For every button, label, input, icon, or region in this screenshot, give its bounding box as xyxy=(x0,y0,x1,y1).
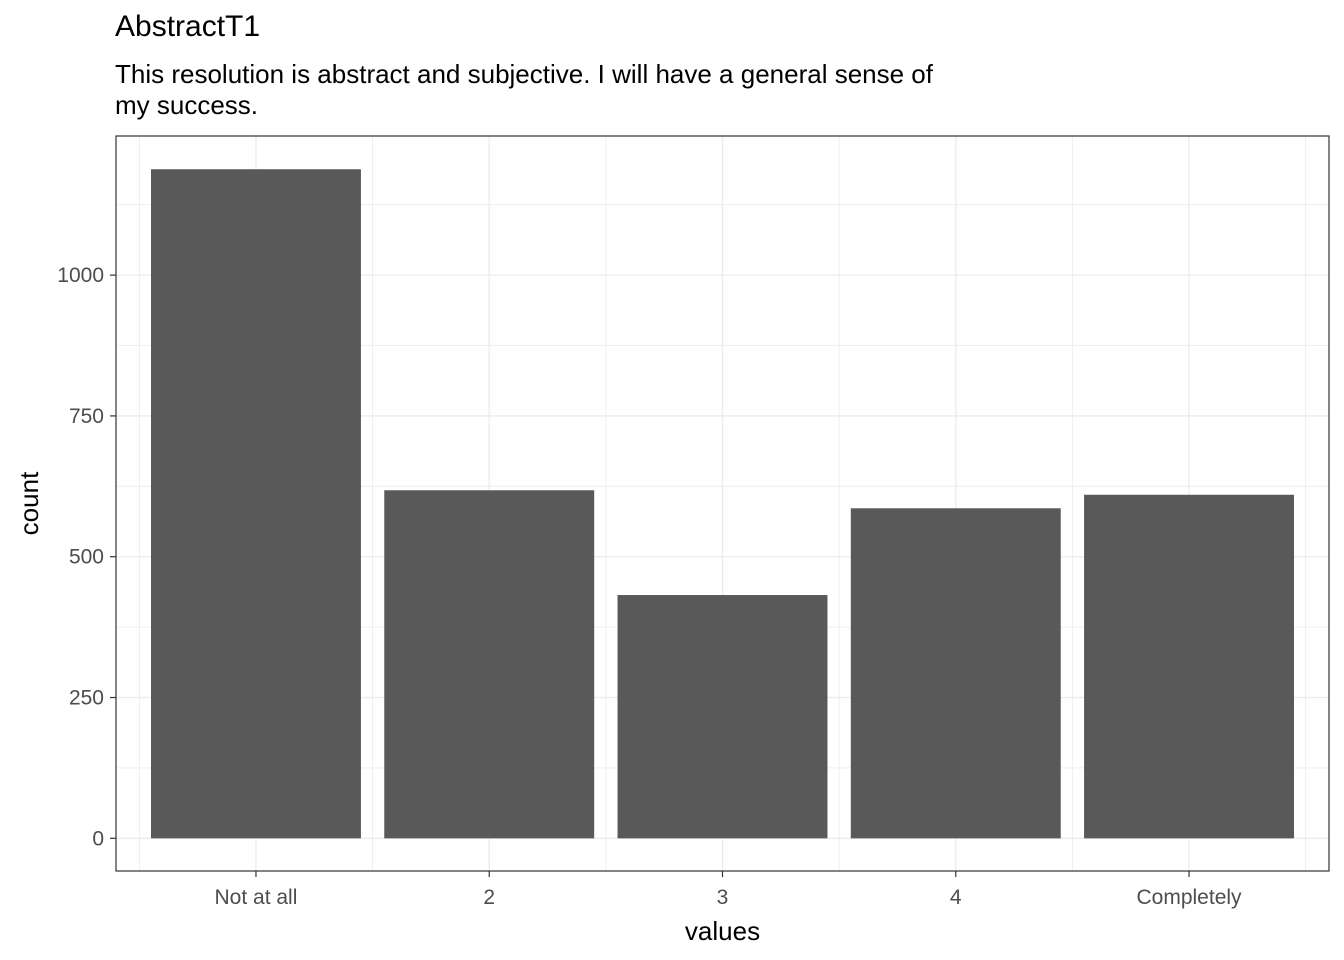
bar-3 xyxy=(617,595,828,839)
x-tick-label: Completely xyxy=(1137,886,1243,909)
y-tick-label: 1000 xyxy=(57,264,104,287)
bar-completely xyxy=(1084,494,1295,839)
x-tick-label: 2 xyxy=(483,886,495,909)
y-tick-label: 250 xyxy=(69,687,104,710)
x-tick-label: 4 xyxy=(950,886,962,909)
y-tick-label: 0 xyxy=(92,827,104,850)
x-axis-title: values xyxy=(685,916,760,946)
y-axis-title: count xyxy=(14,471,44,535)
x-tick-label: Not at all xyxy=(215,886,298,909)
y-axis-ticks: 0 250 500 750 1000 xyxy=(57,264,116,850)
bar-2 xyxy=(384,490,595,839)
bar-not-at-all xyxy=(150,169,361,839)
y-tick-label: 500 xyxy=(69,546,104,569)
chart-title: AbstractT1 xyxy=(115,10,261,43)
bars xyxy=(150,169,1295,839)
x-axis-ticks: Not at all 2 3 4 Completely xyxy=(215,871,1243,909)
chart-subtitle: This resolution is abstract and subjecti… xyxy=(115,59,933,120)
y-tick-label: 750 xyxy=(69,405,104,428)
x-tick-label: 3 xyxy=(717,886,729,909)
bar-4 xyxy=(850,508,1061,839)
